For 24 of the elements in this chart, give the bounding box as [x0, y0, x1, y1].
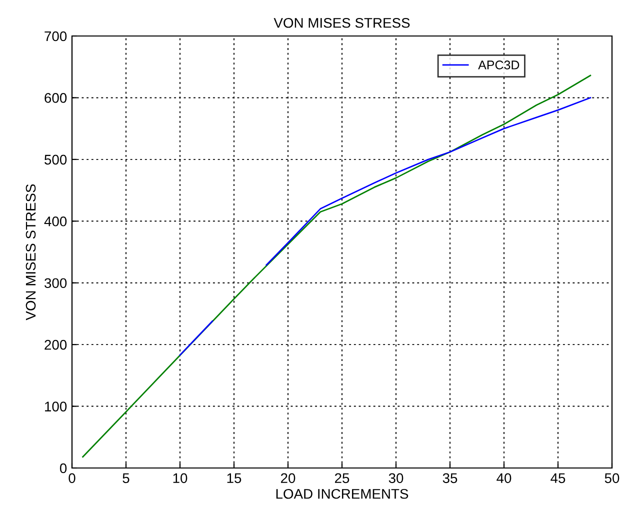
x-tick-label: 25 — [334, 473, 350, 484]
y-tick-label: 400 — [44, 216, 67, 226]
chart-title: VON MISES STRESS — [274, 18, 410, 28]
y-tick-label: 200 — [44, 340, 67, 350]
y-tick-label: 0 — [60, 463, 67, 474]
x-tick-label: 15 — [227, 473, 242, 484]
x-tick-label: 30 — [388, 473, 404, 484]
x-tick-label: 0 — [68, 473, 76, 484]
x-tick-label: 10 — [173, 473, 188, 484]
y-axis-title: VON MISES STRESS — [26, 184, 36, 320]
legend-label: APC3D — [478, 60, 520, 70]
x-tick-label: 45 — [550, 473, 566, 484]
x-tick-label: 20 — [280, 473, 296, 484]
x-tick-label: 40 — [496, 473, 512, 484]
y-tick-label: 300 — [44, 278, 67, 288]
y-tick-label: 100 — [45, 402, 67, 412]
x-tick-label: 35 — [442, 473, 458, 484]
y-tick-label: 600 — [44, 93, 67, 103]
y-tick-label: 500 — [44, 154, 67, 165]
x-axis-title: LOAD INCREMENTS — [276, 488, 408, 499]
line-series — [82, 74, 592, 458]
x-tick-label: 50 — [604, 473, 620, 484]
y-tick-label: 700 — [44, 31, 67, 42]
x-tick-label: 5 — [122, 473, 130, 484]
